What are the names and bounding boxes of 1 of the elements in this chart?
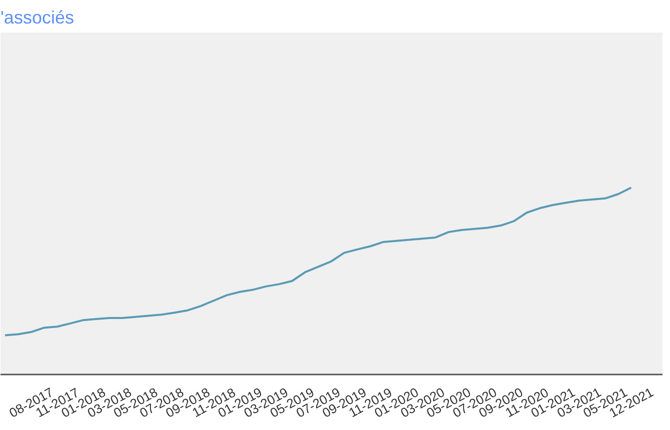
chart-title: 'associés: [0, 8, 74, 28]
